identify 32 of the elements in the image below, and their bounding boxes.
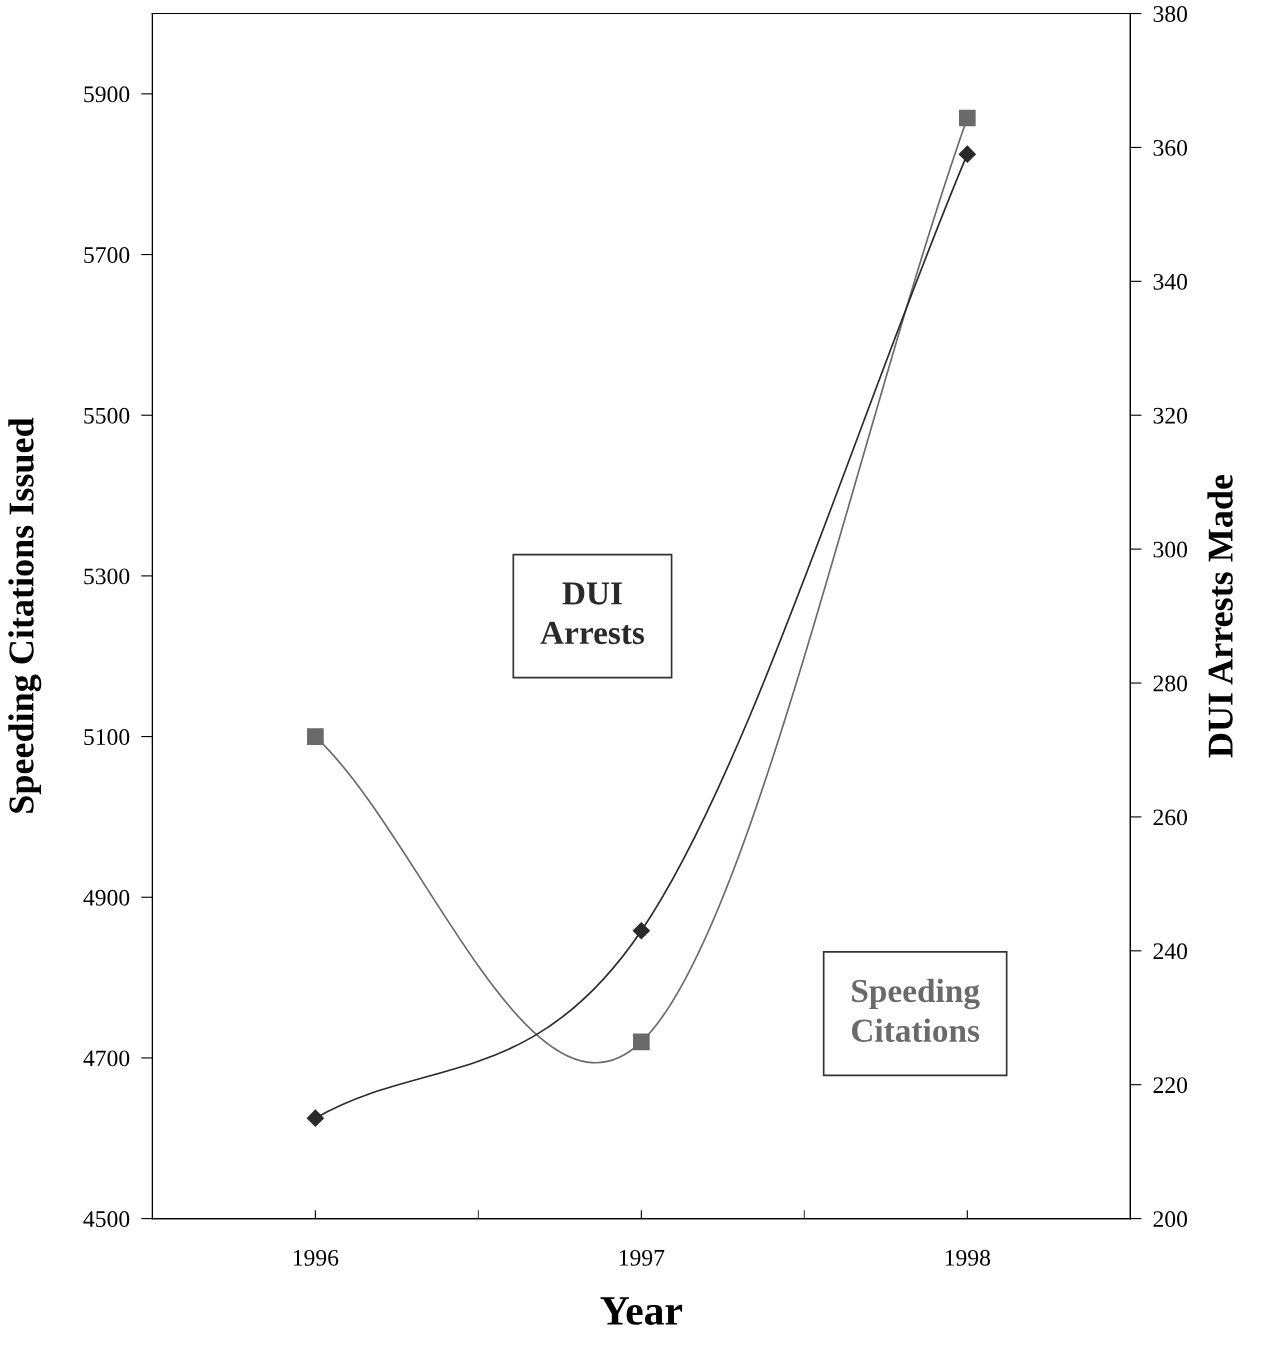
point [632, 922, 650, 940]
point [958, 109, 976, 127]
x-tick-label: 1997 [619, 1249, 665, 1266]
y-tick-label: 5100 [84, 729, 130, 745]
y2-tick-label: 300 [1153, 541, 1188, 558]
y2-tick-label: 380 [1153, 6, 1188, 22]
y2-tick-label: 200 [1153, 1211, 1188, 1228]
y2-tick-label: 260 [1153, 809, 1188, 826]
y2-tick-label: 240 [1153, 943, 1188, 960]
y2-tick-label: 220 [1153, 1077, 1188, 1094]
y-tick-label: 4900 [83, 889, 130, 906]
text: Speeding Citations [851, 978, 980, 1042]
text: DUI Arrests [540, 582, 645, 645]
point [958, 145, 976, 163]
y-tick-label: 4700 [83, 1050, 130, 1067]
x-tick-label: 1998 [945, 1249, 991, 1266]
point [307, 728, 324, 745]
y-tick-label: 5900 [84, 86, 130, 103]
x-tick-label: 1996 [293, 1249, 339, 1266]
y-tick-label: 4500 [83, 1211, 130, 1228]
x-axis-title: Year [600, 1297, 683, 1325]
y-tick-label: 5300 [84, 568, 130, 585]
y2-tick-label: 360 [1153, 139, 1188, 156]
point [633, 1033, 650, 1051]
y2-tick-label: 280 [1153, 675, 1188, 692]
y2-tick-label: 320 [1153, 407, 1188, 424]
y-tick-label: 5700 [84, 247, 130, 263]
y2-tick-label: 340 [1153, 273, 1188, 290]
y2-axis-title: DUI Arrests Made [1207, 474, 1233, 758]
y-axis-title: Speeding Citations Issued [8, 417, 42, 813]
point [306, 1109, 324, 1127]
y-tick-label: 5500 [84, 407, 130, 424]
